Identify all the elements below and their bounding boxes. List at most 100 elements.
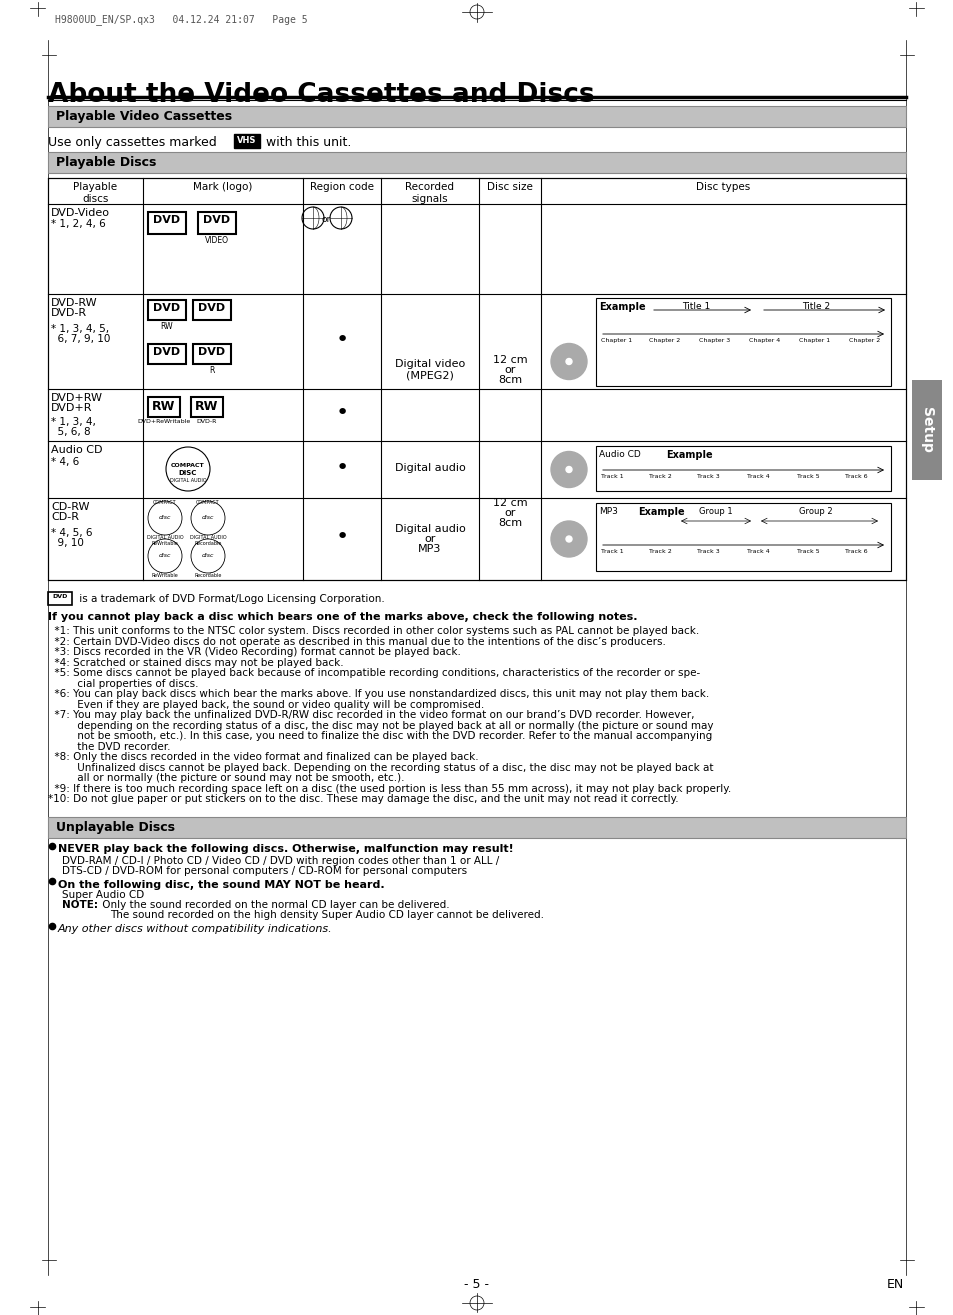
Text: or: or [321,214,331,224]
Text: NOTE:: NOTE: [62,901,98,910]
Text: Chapter 2: Chapter 2 [648,338,679,343]
Text: *10: Do not glue paper or put stickers on to the disc. These may damage the disc: *10: Do not glue paper or put stickers o… [48,794,678,803]
Text: Chapter 2: Chapter 2 [848,338,880,343]
Text: disc: disc [158,554,171,558]
Text: Track 2: Track 2 [648,473,671,479]
Text: Example: Example [638,508,684,517]
Text: *8: Only the discs recorded in the video format and finalized can be played back: *8: Only the discs recorded in the video… [48,752,478,761]
Text: Recorded
signals: Recorded signals [405,181,454,204]
Text: DIGITAL AUDIO
Recordable: DIGITAL AUDIO Recordable [190,535,226,546]
Text: *2: Certain DVD-Video discs do not operate as described in this manual due to th: *2: Certain DVD-Video discs do not opera… [48,636,665,647]
Text: Track 5: Track 5 [796,548,819,554]
Ellipse shape [551,451,586,488]
Text: cial properties of discs.: cial properties of discs. [48,679,198,689]
Bar [48,592,71,605]
Text: not be smooth, etc.). In this case, you need to finalize the disc with the DVD r: not be smooth, etc.). In this case, you … [48,731,712,740]
Text: Track 3: Track 3 [697,473,719,479]
Text: •: • [335,330,348,350]
Text: MP3: MP3 [598,508,618,515]
Text: Track 1: Track 1 [600,473,623,479]
Text: COMPACT: COMPACT [153,500,176,505]
Text: H9800UD_EN/SP.qx3   04.12.24 21:07   Page 5: H9800UD_EN/SP.qx3 04.12.24 21:07 Page 5 [55,14,307,25]
Text: If you cannot play back a disc which bears one of the marks above, check the fol: If you cannot play back a disc which bea… [48,611,637,622]
Text: Example: Example [598,302,645,312]
Text: Unplayable Discs: Unplayable Discs [56,821,174,834]
Text: DISC: DISC [178,469,197,476]
Bar [596,504,890,571]
Text: *3: Discs recorded in the VR (Video Recording) format cannot be played back.: *3: Discs recorded in the VR (Video Reco… [48,647,460,658]
Text: DIGITAL AUDIO
ReWritable: DIGITAL AUDIO ReWritable [147,535,183,546]
Text: Use only cassettes marked: Use only cassettes marked [48,135,220,149]
Text: or: or [504,508,516,518]
Text: Track 6: Track 6 [844,548,866,554]
Text: NEVER play back the following discs. Otherwise, malfunction may result!: NEVER play back the following discs. Oth… [58,844,514,855]
Text: Digital audio: Digital audio [395,463,465,472]
Text: Only the sound recorded on the normal CD layer can be delivered.: Only the sound recorded on the normal CD… [99,901,449,910]
Text: *1: This unit conforms to the NTSC color system. Discs recorded in other color s: *1: This unit conforms to the NTSC color… [48,626,699,636]
Text: 9, 10: 9, 10 [51,538,84,548]
Text: Track 6: Track 6 [844,473,866,479]
Text: Track 1: Track 1 [600,548,623,554]
Text: DVD: DVD [203,214,231,225]
Text: * 4, 6: * 4, 6 [51,458,79,467]
Text: DTS-CD / DVD-ROM for personal computers / CD-ROM for personal computers: DTS-CD / DVD-ROM for personal computers … [62,865,467,876]
Text: RW: RW [160,322,173,331]
Bar [233,134,260,149]
Text: 8cm: 8cm [497,518,521,527]
Text: DVD-RW: DVD-RW [51,299,97,308]
Text: DIGITAL AUDIO: DIGITAL AUDIO [170,477,206,483]
Text: DVD-R: DVD-R [196,419,217,423]
Bar [596,299,890,387]
Text: R: R [209,366,214,375]
Text: * 1, 2, 4, 6: * 1, 2, 4, 6 [51,220,106,229]
Bar [148,397,180,417]
Bar [48,153,905,174]
Text: VIDEO: VIDEO [205,235,229,245]
Text: DVD: DVD [153,302,180,313]
Text: is a trademark of DVD Format/Logo Licensing Corporation.: is a trademark of DVD Format/Logo Licens… [76,594,384,604]
Text: Track 3: Track 3 [697,548,719,554]
Bar [148,212,186,234]
Text: Disc size: Disc size [487,181,533,192]
Text: Group 1: Group 1 [699,508,732,515]
Text: •: • [335,458,348,477]
Text: Even if they are played back, the sound or video quality will be compromised.: Even if they are played back, the sound … [48,700,484,710]
Ellipse shape [565,537,572,542]
Text: Chapter 3: Chapter 3 [699,338,729,343]
Text: Audio CD: Audio CD [51,444,102,455]
Text: * 1, 3, 4, 5,: * 1, 3, 4, 5, [51,323,109,334]
Text: *7: You may play back the unfinalized DVD-R/RW disc recorded in the video format: *7: You may play back the unfinalized DV… [48,710,694,721]
Text: DVD: DVD [198,302,225,313]
Text: *4: Scratched or stained discs may not be played back.: *4: Scratched or stained discs may not b… [48,658,343,668]
Text: On the following disc, the sound MAY NOT be heard.: On the following disc, the sound MAY NOT… [58,880,384,889]
Text: Digital audio: Digital audio [395,523,465,534]
Text: 12 cm: 12 cm [492,497,527,508]
Text: Setup: Setup [919,408,933,452]
Text: DVD+ReWritable: DVD+ReWritable [137,419,191,423]
Text: Title 1: Title 1 [681,302,709,312]
Text: About the Video Cassettes and Discs: About the Video Cassettes and Discs [48,82,594,108]
Bar [596,446,890,490]
Text: DVD: DVD [52,594,68,600]
Text: Group 2: Group 2 [799,508,832,515]
Text: RW: RW [152,400,175,413]
Text: *9: If there is too much recording space left on a disc (the used portion is les: *9: If there is too much recording space… [48,784,731,793]
Text: DVD+RW: DVD+RW [51,393,103,402]
Text: * 1, 3, 4,: * 1, 3, 4, [51,417,95,427]
Bar [148,300,186,320]
Text: The sound recorded on the high density Super Audio CD layer cannot be delivered.: The sound recorded on the high density S… [110,910,543,920]
Text: Super Audio CD: Super Audio CD [62,890,144,901]
Ellipse shape [551,343,586,380]
Text: Unfinalized discs cannot be played back. Depending on the recording status of a : Unfinalized discs cannot be played back.… [48,763,713,772]
Text: 8cm: 8cm [497,375,521,384]
Bar [48,817,905,838]
Text: Track 4: Track 4 [746,473,769,479]
Text: Chapter 4: Chapter 4 [748,338,780,343]
Text: COMPACT: COMPACT [171,463,205,468]
Text: Chapter 1: Chapter 1 [600,338,632,343]
Text: Chapter 1: Chapter 1 [799,338,829,343]
Bar [198,212,235,234]
Bar [191,397,223,417]
Text: Track 5: Track 5 [796,473,819,479]
Text: depending on the recording status of a disc, the disc may not be played back at : depending on the recording status of a d… [48,721,713,731]
